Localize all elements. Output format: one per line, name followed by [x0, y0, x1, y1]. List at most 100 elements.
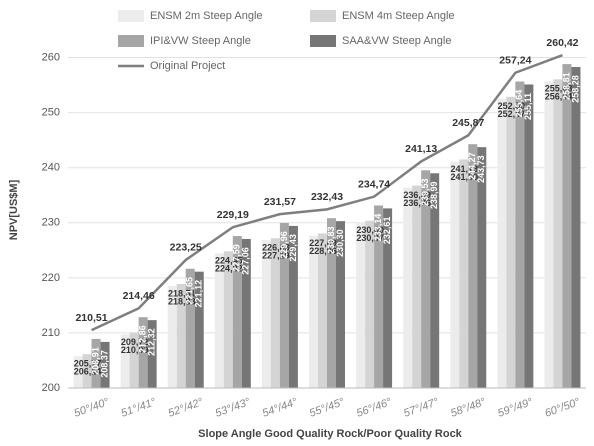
value-label: 218,51 [168, 288, 196, 298]
bar [356, 222, 366, 388]
bar [176, 284, 186, 388]
bar [450, 161, 460, 388]
bar [571, 67, 581, 389]
bar [374, 205, 384, 388]
bar [270, 238, 280, 388]
value-label: 229,43 [288, 234, 298, 262]
bar [497, 98, 507, 388]
legend-label: ENSM 4m Steep Angle [342, 10, 455, 22]
legend-swatch [310, 35, 336, 47]
bar [223, 251, 233, 388]
value-label: 256,04 [545, 92, 573, 102]
line-label: 232,43 [311, 191, 343, 203]
y-tick-label: 220 [42, 272, 60, 284]
value-label: 236,76 [403, 198, 431, 208]
bar [383, 208, 393, 388]
legend-label: SAA&VW Steep Angle [342, 35, 451, 47]
value-label: 230,30 [335, 229, 345, 257]
value-label: 208,91 [90, 347, 100, 375]
value-label: 230,00 [356, 225, 384, 235]
bar [327, 218, 336, 388]
x-tick-label: 57°/47° [402, 396, 441, 420]
value-label: 241,13 [451, 164, 479, 174]
x-tick-label: 55°/45° [308, 396, 347, 420]
value-label: 244,27 [467, 152, 477, 180]
value-label: 255,68 [545, 84, 573, 94]
y-axis-label: NPV[US$M] [8, 179, 20, 240]
value-label: 258,28 [570, 75, 580, 103]
line-label: 260,42 [546, 37, 578, 49]
bar [515, 81, 525, 388]
y-tick-label: 200 [42, 382, 60, 394]
bar [506, 96, 516, 389]
bar [524, 84, 534, 389]
line-label: 229,19 [217, 209, 249, 221]
bar [468, 144, 478, 388]
value-label: 238,99 [429, 181, 439, 209]
bar [73, 356, 83, 388]
value-label: 226,83 [262, 243, 290, 253]
bar [82, 354, 92, 388]
value-label: 255,11 [523, 93, 533, 120]
y-tick-label: 250 [42, 107, 60, 119]
value-label: 239,53 [420, 179, 430, 207]
bar [318, 233, 327, 388]
bar [261, 240, 271, 388]
value-label: 252,87 [498, 109, 526, 119]
line-label: 257,24 [499, 55, 531, 67]
line-label: 241,13 [405, 143, 437, 155]
bar [544, 81, 554, 388]
x-tick-label: 59°/49° [496, 396, 535, 420]
bar [194, 271, 204, 388]
y-tick-label: 240 [42, 162, 60, 174]
bar [562, 64, 572, 388]
bar [403, 187, 413, 388]
value-label: 230,37 [356, 233, 384, 243]
bar [232, 236, 242, 388]
value-label: 227,19 [262, 251, 290, 261]
value-label: 232,61 [382, 217, 392, 245]
value-label: 212,32 [147, 328, 157, 356]
value-label: 227,06 [241, 247, 251, 275]
x-tick-label: 60°/50° [543, 396, 582, 420]
bar [120, 334, 130, 388]
value-label: 243,73 [476, 155, 486, 183]
bar [553, 79, 563, 388]
value-label: 228,06 [309, 246, 337, 256]
value-label: 218,88 [168, 296, 196, 306]
value-label: 255,64 [514, 90, 524, 118]
line-label: 231,57 [264, 196, 296, 208]
bar [185, 268, 195, 388]
bar [91, 338, 101, 388]
line [91, 54, 563, 332]
value-label: 212,86 [138, 325, 148, 353]
value-label: 258,81 [561, 72, 571, 100]
bar [279, 222, 289, 388]
value-label: 210,09 [121, 345, 149, 355]
legend-label: ENSM 2m Steep Angle [150, 10, 263, 22]
x-tick-label: 56°/46° [355, 396, 394, 420]
value-label: 227,59 [232, 244, 242, 272]
value-label: 224,45 [215, 256, 243, 266]
value-label: 206,14 [74, 367, 102, 377]
y-tick-label: 260 [42, 51, 60, 63]
x-tick-label: 52°/42° [167, 396, 206, 420]
value-label: 221,12 [194, 280, 204, 308]
value-label: 233,14 [373, 214, 383, 242]
bar [365, 220, 375, 388]
value-label: 209,72 [121, 337, 149, 347]
value-label: 205,77 [74, 359, 102, 369]
value-label: 252,50 [498, 101, 526, 111]
bar [138, 317, 148, 388]
value-label: 236,39 [403, 190, 431, 200]
x-tick-label: 51°/41° [119, 396, 158, 420]
bar [100, 341, 110, 388]
value-label: 241,50 [451, 172, 479, 182]
value-label: 229,96 [279, 231, 289, 259]
value-label: 208,37 [99, 350, 109, 378]
x-tick-label: 54°/44° [261, 396, 300, 420]
x-tick-label: 50°/40° [72, 396, 111, 420]
line-label: 223,25 [170, 242, 202, 254]
value-label: 224,82 [215, 264, 243, 274]
